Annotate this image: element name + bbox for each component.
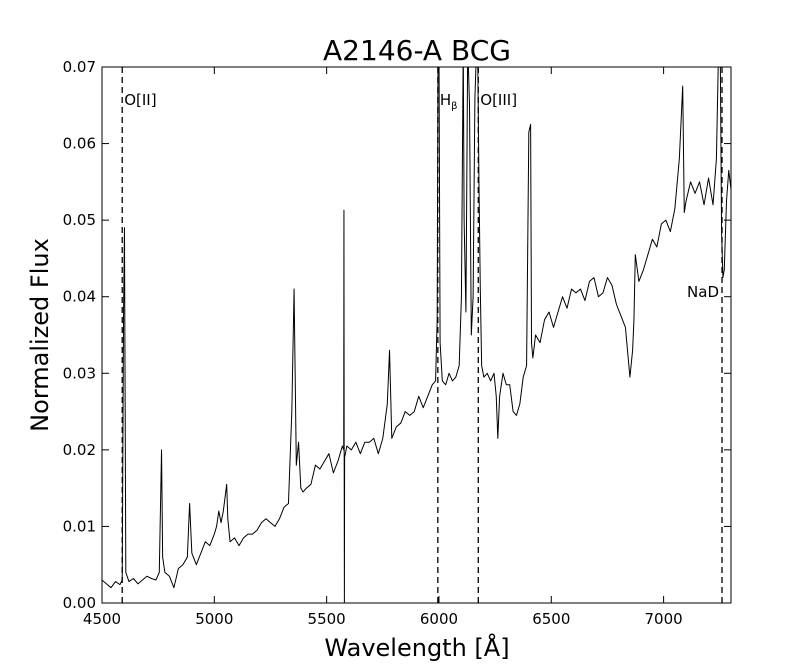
y-tick-label: 0.04 [63, 288, 96, 306]
y-tick-label: 0.05 [63, 211, 96, 229]
emission-line-markers: O[II] Hβ O[III] NaD [121, 67, 723, 603]
plot-frame [101, 66, 732, 604]
y-axis: 0.00 0.01 0.02 0.03 0.04 0.05 0.06 0.07 [63, 58, 731, 612]
y-tick-label: 0.07 [63, 58, 96, 76]
marker-label-0: O[II] [124, 91, 156, 109]
x-tick-label: 7000 [645, 610, 683, 628]
marker-label-subscript-1: β [451, 101, 457, 112]
x-axis: 4500 5000 5500 6000 6500 7000 [83, 67, 683, 628]
x-tick-label: 5500 [308, 610, 346, 628]
x-axis-label: Wavelength [Å] [324, 633, 509, 662]
x-tick-label: 5000 [195, 610, 233, 628]
x-tick-label: 6500 [532, 610, 570, 628]
marker-label-2: O[III] [480, 91, 517, 109]
y-tick-label: 0.00 [63, 594, 96, 612]
spectrum-layer [102, 67, 731, 603]
x-tick-label: 6000 [420, 610, 458, 628]
marker-label-1: Hβ [440, 91, 458, 112]
y-tick-label: 0.03 [63, 364, 96, 382]
y-axis-label: Normalized Flux [26, 238, 54, 432]
chart-title: A2146-A BCG [323, 34, 511, 67]
y-tick-label: 0.02 [63, 441, 96, 459]
marker-label-3: NaD [687, 283, 719, 301]
y-tick-label: 0.06 [63, 135, 96, 153]
y-tick-label: 0.01 [63, 517, 96, 535]
x-tick-label: 4500 [83, 610, 121, 628]
spectrum-line-0 [102, 67, 731, 603]
